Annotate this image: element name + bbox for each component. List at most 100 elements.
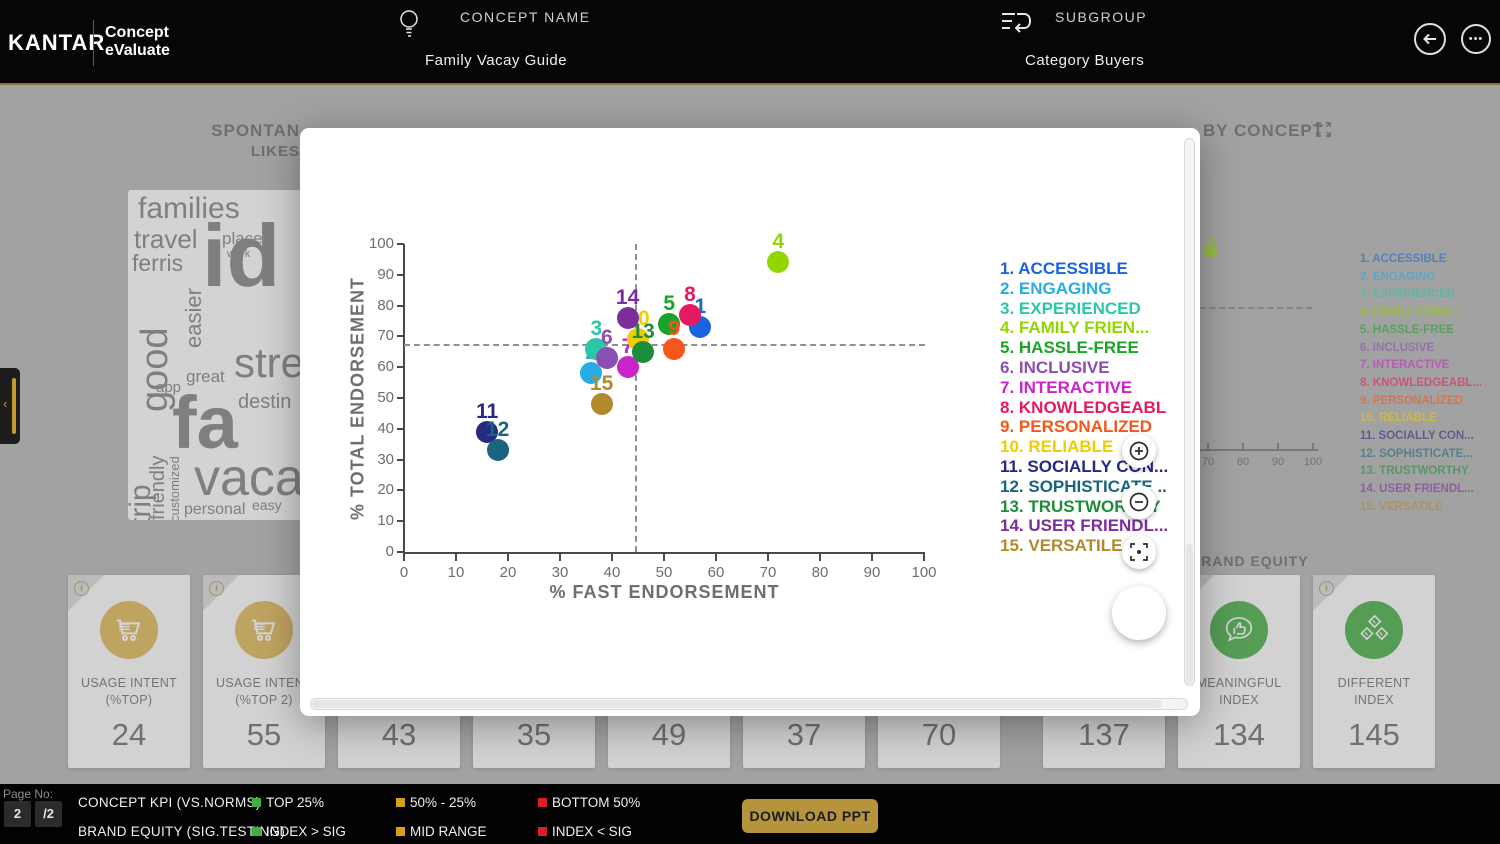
y-tick bbox=[397, 520, 404, 523]
footer-bar: Page No: 2 /2 CONCEPT KPI (VS.NORMS) TOP … bbox=[0, 784, 1500, 844]
y-tick-label: 70 bbox=[377, 327, 394, 345]
legend-item-3: 3. EXPERIENCED bbox=[1000, 298, 1141, 318]
bg-legend-item-7: 7. INTERACTIVE bbox=[1360, 359, 1450, 372]
legend-item-12: 12. SOPHISTICATE .. bbox=[1000, 476, 1167, 496]
horizontal-scrollbar-thumb[interactable] bbox=[312, 700, 1162, 708]
y-tick-label: 90 bbox=[377, 265, 394, 283]
x-tick-label: 20 bbox=[499, 564, 517, 581]
bg-legend-item-5: 5. HASSLE-FREE bbox=[1360, 323, 1454, 336]
legend-item-10: 10. RELIABLE bbox=[1000, 437, 1114, 457]
mini-x-tick-label: 70 bbox=[1201, 456, 1215, 468]
y-tick bbox=[397, 273, 404, 276]
info-icon[interactable]: i bbox=[209, 581, 224, 596]
word-cloud-panel: families travel place work ferris id good easie… bbox=[128, 190, 310, 520]
y-tick-label: 10 bbox=[377, 512, 394, 530]
word-cloud-word: app bbox=[156, 379, 182, 396]
y-tick bbox=[397, 551, 404, 553]
plus-icon bbox=[1129, 441, 1149, 461]
info-icon[interactable]: i bbox=[74, 581, 89, 596]
word-cloud-word: travel bbox=[134, 224, 198, 254]
scatter-point-2[interactable] bbox=[580, 362, 603, 385]
brand-equity-section-title: BRAND EQUITY bbox=[1190, 553, 1309, 569]
vertical-scrollbar[interactable] bbox=[1184, 138, 1195, 686]
bg-legend-item-14: 14. USER FRIENDL... bbox=[1360, 483, 1474, 496]
page-current-box[interactable]: 2 bbox=[4, 801, 31, 827]
bg-legend-item-8: 8. KNOWLEDGEABL... bbox=[1360, 376, 1483, 389]
y-tick-label: 30 bbox=[377, 450, 394, 468]
legend-item-9: 9. PERSONALIZED bbox=[1000, 417, 1153, 437]
back-button[interactable] bbox=[1414, 23, 1446, 55]
footer-legend-label: MID RANGE bbox=[410, 824, 487, 839]
spontaneous-likes-title: SPONTAN bbox=[211, 121, 300, 140]
footer-legend-swatch bbox=[396, 798, 405, 807]
word-cloud-word: id bbox=[202, 206, 281, 305]
scatter-point-6[interactable] bbox=[595, 346, 618, 369]
y-tick-label: 20 bbox=[377, 481, 394, 499]
focus-icon bbox=[1130, 543, 1148, 561]
word-cloud-word: great bbox=[186, 367, 225, 386]
card-label: MEANINGFUL INDEX bbox=[1196, 676, 1282, 707]
horizontal-scrollbar[interactable] bbox=[310, 698, 1188, 710]
y-tick bbox=[397, 366, 404, 369]
y-tick bbox=[397, 243, 404, 245]
concept-name-value: Family Vacay Guide bbox=[425, 52, 568, 69]
scatter-point-12[interactable] bbox=[486, 439, 509, 462]
ellipsis-icon: ••• bbox=[1468, 32, 1484, 45]
legend-item-11: 11. SOCIALLY CON... bbox=[1000, 457, 1169, 476]
x-tick bbox=[403, 554, 405, 561]
page-no-label: Page No: bbox=[3, 787, 54, 801]
page-total-box[interactable]: /2 bbox=[35, 801, 62, 827]
bg-legend-item-6: 6. INCLUSIVE bbox=[1360, 341, 1435, 354]
more-options-button[interactable]: ••• bbox=[1461, 24, 1491, 54]
footer-row-title: CONCEPT KPI (VS.NORMS) bbox=[78, 795, 261, 810]
card-value: 70 bbox=[921, 717, 957, 752]
bg-legend-item-12: 12. SOPHISTICATE... bbox=[1360, 447, 1473, 460]
mini-x-tick bbox=[1312, 443, 1314, 449]
scatter-point-7[interactable] bbox=[616, 356, 639, 379]
word-cloud-word: destin bbox=[238, 391, 292, 413]
zoom-out-button[interactable] bbox=[1122, 485, 1156, 519]
scatter-point-15[interactable] bbox=[590, 393, 613, 416]
word-cloud-word: easy bbox=[252, 497, 282, 513]
y-tick bbox=[397, 304, 404, 307]
info-icon[interactable]: i bbox=[1319, 581, 1334, 596]
footer-legend-swatch bbox=[252, 827, 261, 836]
scatter-point-9[interactable] bbox=[663, 337, 686, 360]
x-tick bbox=[559, 554, 561, 561]
spontaneous-likes-subtitle: LIKES bbox=[250, 143, 300, 160]
mini-point-4 bbox=[1204, 244, 1218, 258]
scatter-point-8[interactable] bbox=[679, 303, 701, 326]
expand-icon[interactable] bbox=[1315, 121, 1332, 143]
scatter-point-14[interactable] bbox=[616, 306, 639, 329]
subgroup-value: Category Buyers bbox=[1025, 52, 1145, 69]
crosshair-vertical bbox=[635, 244, 638, 552]
legend-item-2: 2. ENGAGING bbox=[1000, 278, 1112, 298]
vertical-scrollbar-thumb[interactable] bbox=[1186, 544, 1193, 684]
footer-legend-swatch bbox=[538, 798, 547, 807]
scatter-point-5[interactable] bbox=[658, 313, 681, 336]
lightbulb-icon bbox=[398, 8, 420, 45]
reset-view-button[interactable] bbox=[1122, 535, 1156, 569]
card-label: USAGE INTENT (%TOP) bbox=[81, 676, 177, 707]
scatter-point-13[interactable] bbox=[632, 340, 655, 363]
mini-x-tick bbox=[1207, 443, 1209, 449]
mini-point-label-4: 4 bbox=[1208, 232, 1216, 247]
word-cloud-word: stre bbox=[234, 339, 305, 386]
subgroup-label: SUBGROUP bbox=[1055, 9, 1148, 25]
legend-item-1: 1. ACCESSIBLE bbox=[1000, 259, 1128, 278]
chevron-left-icon: ‹ bbox=[3, 396, 8, 411]
product-name: Concept eValuate bbox=[105, 24, 170, 60]
subgroup-icon bbox=[1000, 10, 1032, 43]
download-ppt-button[interactable]: DOWNLOAD PPT bbox=[742, 799, 878, 833]
footer-legend-label: TOP 25% bbox=[266, 795, 325, 810]
bg-legend-item-13: 13. TRUSTWORTHY bbox=[1360, 465, 1469, 478]
scatter-point-label-3: 3 bbox=[590, 316, 603, 340]
sidebar-toggle[interactable]: ‹ bbox=[0, 368, 20, 444]
zoom-in-button[interactable] bbox=[1122, 434, 1156, 468]
word-cloud-word: fa bbox=[172, 381, 238, 464]
close-modal-button[interactable]: × bbox=[1112, 586, 1166, 640]
footer-legend-swatch bbox=[396, 827, 405, 836]
scatter-point-11[interactable] bbox=[476, 420, 499, 443]
scatter-point-4[interactable] bbox=[767, 251, 790, 274]
